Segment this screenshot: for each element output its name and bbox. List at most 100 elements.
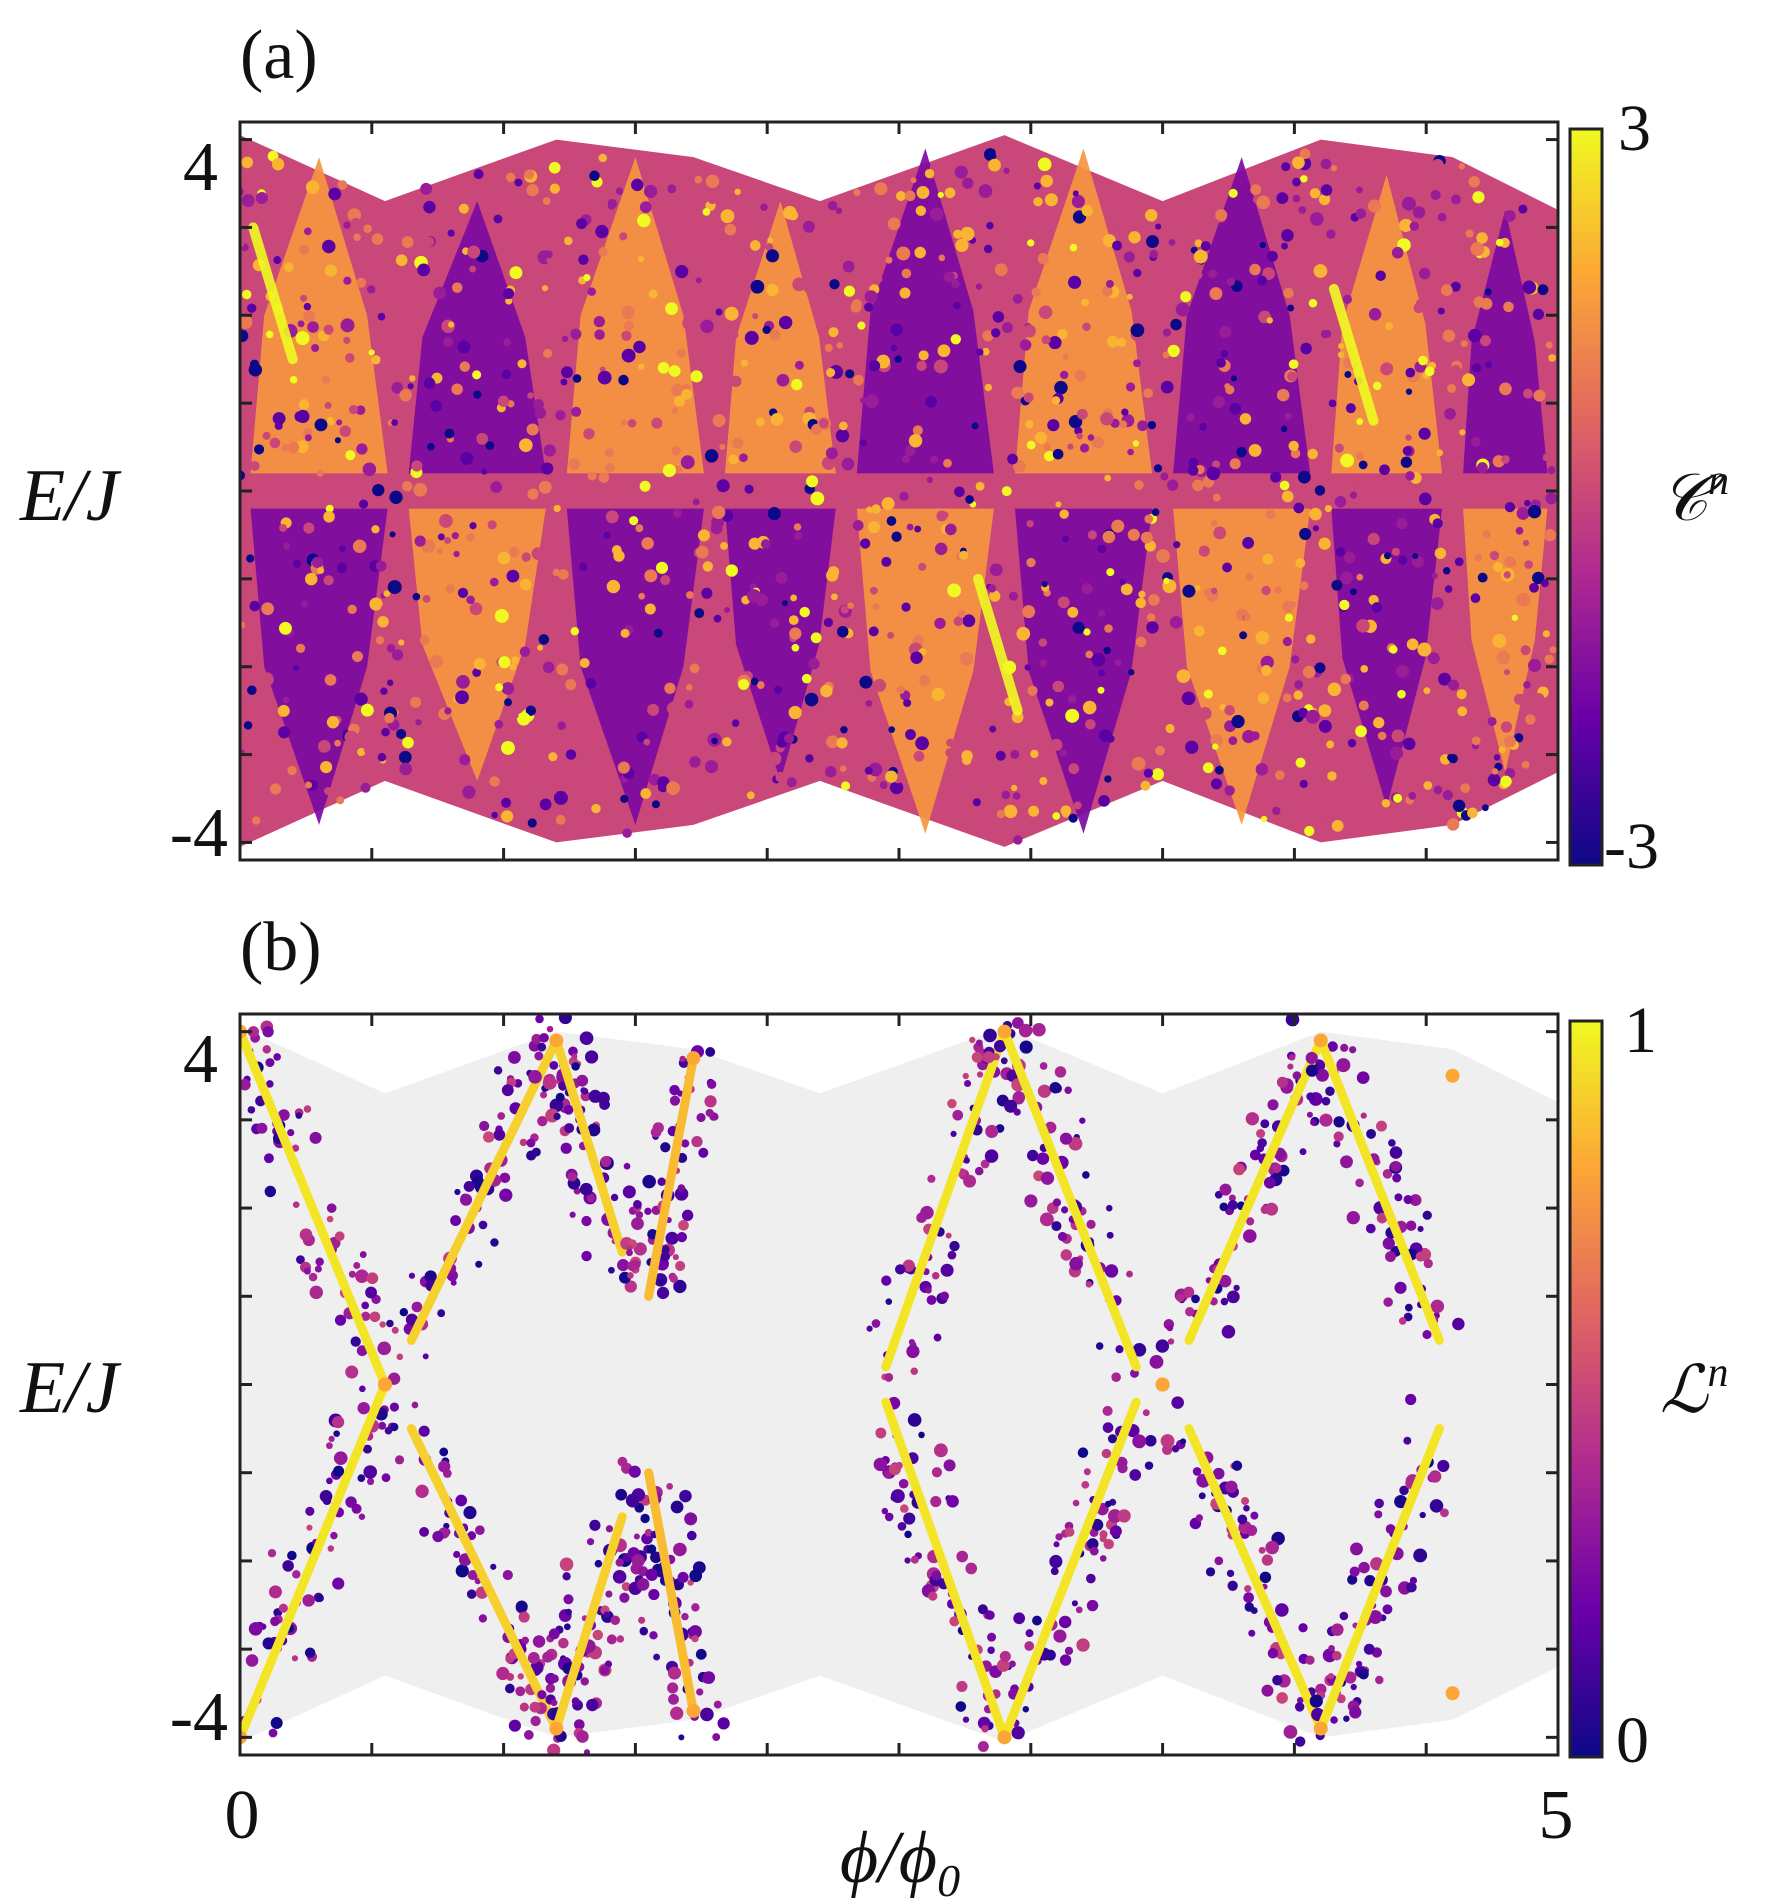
scatter-point-7 [684,1512,698,1526]
scatter-point-2 [526,1138,536,1148]
scatter-point [951,279,960,289]
scatter-point [1291,655,1300,664]
scatter-point-1 [363,1465,377,1479]
scatter-point [525,705,537,716]
scatter-point-6 [698,1147,709,1158]
scatter-point [1500,775,1512,788]
scatter-point [337,180,348,190]
scatter-point [1228,736,1238,746]
scatter-point [1393,793,1403,803]
scatter-point [647,703,660,716]
scatter-point [666,781,680,796]
scatter-point-3 [558,1014,572,1025]
scatter-point [1057,596,1070,609]
scatter-point [448,321,455,328]
scatter-point-9 [1106,1231,1114,1239]
scatter-point [1165,723,1175,734]
scatter-point [380,687,388,695]
scatter-point-15 [1328,1645,1335,1652]
scatter-point [791,378,803,391]
scatter-point-15 [1382,1604,1393,1615]
scatter-point-0 [396,1353,404,1361]
scatter-point-15 [1406,1582,1417,1593]
scatter-point-7 [681,1612,689,1621]
scatter-point [671,446,681,456]
scatter-point [498,656,511,669]
scatter-point-2 [537,1115,548,1127]
scatter-point [1474,553,1483,562]
scatter-point-13 [1382,1237,1395,1250]
scatter-point [1353,499,1363,509]
scatter-point [269,783,282,795]
scatter-point [1345,403,1356,414]
scatter-point [913,750,925,762]
scatter-point [1356,452,1364,460]
scatter-point [1447,383,1457,393]
scatter-point [957,609,966,619]
scatter-point-15 [1405,1393,1417,1406]
scatter-point-12 [1228,1194,1236,1202]
scatter-point-14 [1248,1629,1256,1637]
scatter-point [247,685,257,696]
scatter-point [864,290,878,304]
scatter-point-14 [1336,1694,1346,1704]
scatter-point [1450,281,1461,292]
scatter-point-11 [1086,1573,1096,1584]
scatter-point-4 [515,1686,526,1697]
localized-arc-12 [1184,1035,1326,1345]
scatter-point-14 [1330,1716,1338,1724]
scatter-point [983,244,993,254]
scatter-point [1320,158,1332,170]
panel-a-colorbar-title: 𝒞n [1660,458,1729,535]
scatter-point [476,432,489,445]
scatter-point-11 [1086,1599,1099,1612]
scatter-point [583,273,591,282]
scatter-point [414,535,426,547]
scatter-point [965,495,974,504]
scatter-point-5 [605,1525,614,1533]
apex-point-mirror-6 [1313,1721,1328,1736]
scatter-point-3 [571,1062,580,1071]
scatter-point [666,701,681,716]
scatter-point-13 [1422,1210,1432,1220]
scatter-point-6 [657,1278,665,1285]
scatter-point [463,769,471,777]
scatter-point-13 [1394,1193,1403,1202]
scatter-point-0 [278,1109,290,1121]
scatter-point [1181,691,1196,706]
scatter-point [1044,193,1058,207]
scatter-point-12 [1218,1274,1232,1288]
scatter-point [1140,531,1153,544]
scatter-point-0 [303,1105,312,1113]
scatter-point-9 [1086,1219,1096,1230]
scatter-point [1144,514,1154,524]
scatter-point [324,674,337,686]
scatter-point-5 [559,1557,574,1572]
scatter-point-9 [1095,1342,1104,1350]
scatter-point [398,639,405,646]
scatter-point [1542,453,1551,462]
scatter-point [1522,539,1530,547]
scatter-point [1460,340,1468,348]
scatter-point [1073,801,1082,810]
scatter-point [324,264,338,277]
scatter-point [1418,267,1431,280]
scatter-point-5 [563,1623,571,1631]
scatter-point [606,579,621,594]
scatter-point [1476,232,1488,244]
scatter-point [458,203,469,214]
scatter-point [1465,229,1474,238]
scatter-point-1 [332,1415,345,1429]
scatter-point [537,390,548,402]
scatter-point [324,787,332,796]
scatter-point-4 [508,1719,521,1732]
scatter-point [1114,659,1122,667]
scatter-point [1462,373,1476,387]
scatter-point-2 [507,1051,521,1064]
scatter-point-15 [1362,1669,1369,1676]
scatter-point-6 [677,1184,686,1193]
scatter-point [593,315,606,328]
scatter-point [1468,176,1481,188]
scatter-point [1459,429,1466,436]
scatter-point [1072,621,1085,634]
